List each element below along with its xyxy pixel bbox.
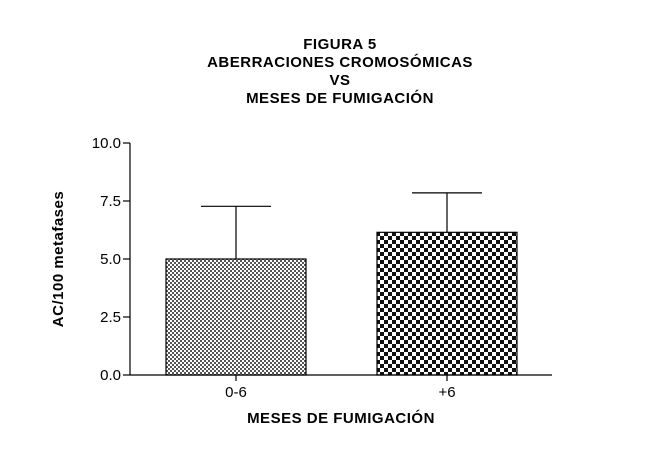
chart-title-line-3: VS xyxy=(329,72,351,89)
chart-title: FIGURA 5 ABERRACIONES CROMOSÓMICAS VS ME… xyxy=(140,36,540,108)
y-tick-label-3: 7.5 xyxy=(100,193,121,210)
x-axis-title: MESES DE FUMIGACIÓN xyxy=(247,409,435,427)
chart-title-line-2: ABERRACIONES CROMOSÓMICAS xyxy=(207,54,473,71)
y-tick-label-2: 5.0 xyxy=(100,251,121,268)
chart-title-line-4: MESES DE FUMIGACIÓN xyxy=(246,90,434,107)
y-tick-label-1: 2.5 xyxy=(100,309,121,326)
y-tick-label-4: 10.0 xyxy=(92,135,121,152)
bar-0 xyxy=(165,258,307,376)
y-tick-label-0: 0.0 xyxy=(100,367,121,384)
chart-title-line-1: FIGURA 5 xyxy=(303,36,377,53)
bar-1 xyxy=(376,231,518,376)
x-tick-label-0: 0-6 xyxy=(225,384,247,401)
x-tick-label-1: +6 xyxy=(438,384,455,401)
y-axis-title: AC/100 metafases xyxy=(50,191,67,327)
